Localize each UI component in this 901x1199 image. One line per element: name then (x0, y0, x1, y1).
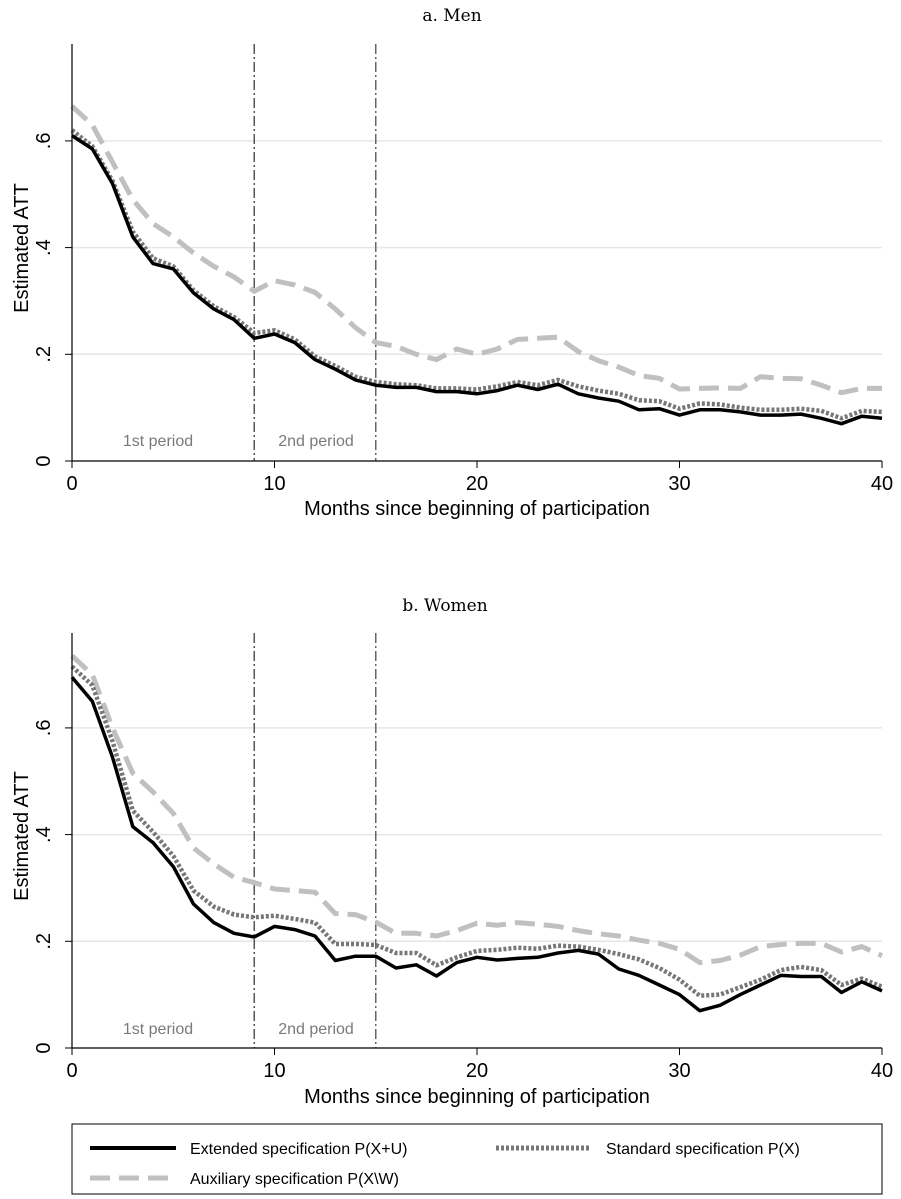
x-tick-label: 0 (66, 473, 77, 495)
x-tick-label: 30 (668, 473, 690, 495)
tick-labels: 0 .2 .4 .6 0 10 20 30 40 (33, 133, 893, 495)
series-line-auxiliary (70, 654, 884, 966)
series-line-extended (71, 134, 883, 426)
legend: Extended specification P(X+U) Standard s… (71, 1123, 883, 1195)
tick-labels: 0 .2 .4 .6 0 10 20 30 40 (33, 720, 893, 1082)
series-line-standard (70, 128, 883, 421)
legend-label-standard: Standard specification P(X) (606, 1141, 800, 1158)
period-label-2: 2nd period (278, 1021, 354, 1038)
period-label-2: 2nd period (278, 433, 354, 450)
x-tick-label: 30 (668, 1060, 690, 1082)
legend-label-auxiliary: Auxiliary specification P(X\W) (190, 1171, 399, 1188)
y-tick-label: .4 (33, 239, 55, 256)
panel-men: a. Men 0 .2 .4 .6 0 10 20 30 40 1st period 2nd p… (11, 6, 893, 520)
x-tick-label: 10 (263, 1060, 285, 1082)
period-label-1: 1st period (123, 1021, 193, 1038)
series-line-auxiliary (70, 104, 882, 396)
y-tick-label: .2 (33, 346, 55, 363)
y-axis-label: Estimated ATT (11, 771, 33, 901)
series-lines (70, 104, 883, 426)
x-tick-label: 20 (466, 1060, 488, 1082)
y-tick-label: 0 (33, 1042, 55, 1053)
x-axis-label: Months since beginning of participation (304, 498, 650, 520)
x-tick-label: 20 (466, 473, 488, 495)
x-tick-label: 40 (871, 1060, 893, 1082)
gridlines (72, 140, 882, 356)
series-line-standard (70, 664, 883, 998)
y-tick-label: .6 (33, 133, 55, 150)
y-tick-label: .4 (33, 826, 55, 843)
period-divider-lines (253, 44, 377, 461)
axes (65, 44, 883, 468)
gridlines (72, 727, 882, 943)
series-lines (70, 654, 884, 1013)
series-line-extended (70, 676, 883, 1013)
x-tick-label: 40 (871, 473, 893, 495)
x-tick-label: 0 (66, 1060, 77, 1082)
period-divider-lines (253, 633, 377, 1048)
chart-title: a. Men (422, 6, 481, 26)
axes (65, 633, 883, 1055)
legend-label-extended: Extended specification P(X+U) (190, 1141, 407, 1158)
y-tick-label: .2 (33, 933, 55, 950)
panel-women: b. Women 0 .2 .4 .6 0 10 20 30 40 1st period 2nd… (11, 596, 893, 1108)
y-tick-label: .6 (33, 720, 55, 737)
chart-title: b. Women (402, 596, 487, 616)
x-axis-label: Months since beginning of participation (304, 1086, 650, 1108)
legend-box (71, 1123, 883, 1195)
period-label-1: 1st period (123, 433, 193, 450)
x-tick-label: 10 (263, 473, 285, 495)
y-tick-label: 0 (33, 455, 55, 466)
y-axis-label: Estimated ATT (11, 183, 33, 313)
